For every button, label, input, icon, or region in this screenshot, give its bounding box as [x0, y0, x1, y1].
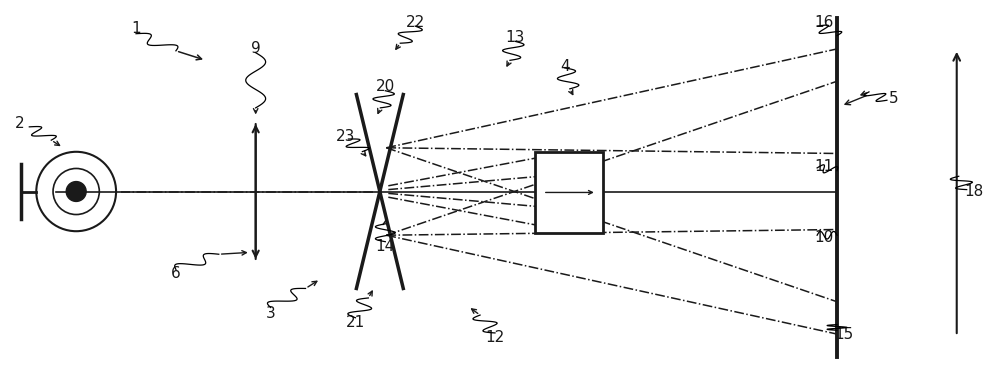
Text: 4: 4	[560, 59, 570, 74]
Text: 6: 6	[171, 266, 181, 281]
Text: 2: 2	[15, 116, 24, 131]
Text: 23: 23	[336, 129, 355, 144]
Text: 9: 9	[251, 41, 261, 56]
Text: 15: 15	[834, 327, 854, 342]
Text: 11: 11	[814, 159, 834, 174]
Text: 10: 10	[814, 230, 834, 245]
Text: 22: 22	[406, 15, 425, 30]
Ellipse shape	[66, 182, 86, 201]
Text: 13: 13	[505, 30, 525, 45]
Text: 20: 20	[376, 79, 395, 95]
Bar	[535, 152, 603, 233]
Text: 16: 16	[814, 15, 834, 30]
Text: 18: 18	[964, 184, 983, 199]
Text: 1: 1	[131, 21, 141, 36]
Text: 3: 3	[266, 306, 276, 321]
Text: 12: 12	[485, 331, 505, 345]
Text: 5: 5	[889, 91, 899, 106]
Text: 21: 21	[346, 315, 365, 330]
Text: 14: 14	[376, 239, 395, 254]
